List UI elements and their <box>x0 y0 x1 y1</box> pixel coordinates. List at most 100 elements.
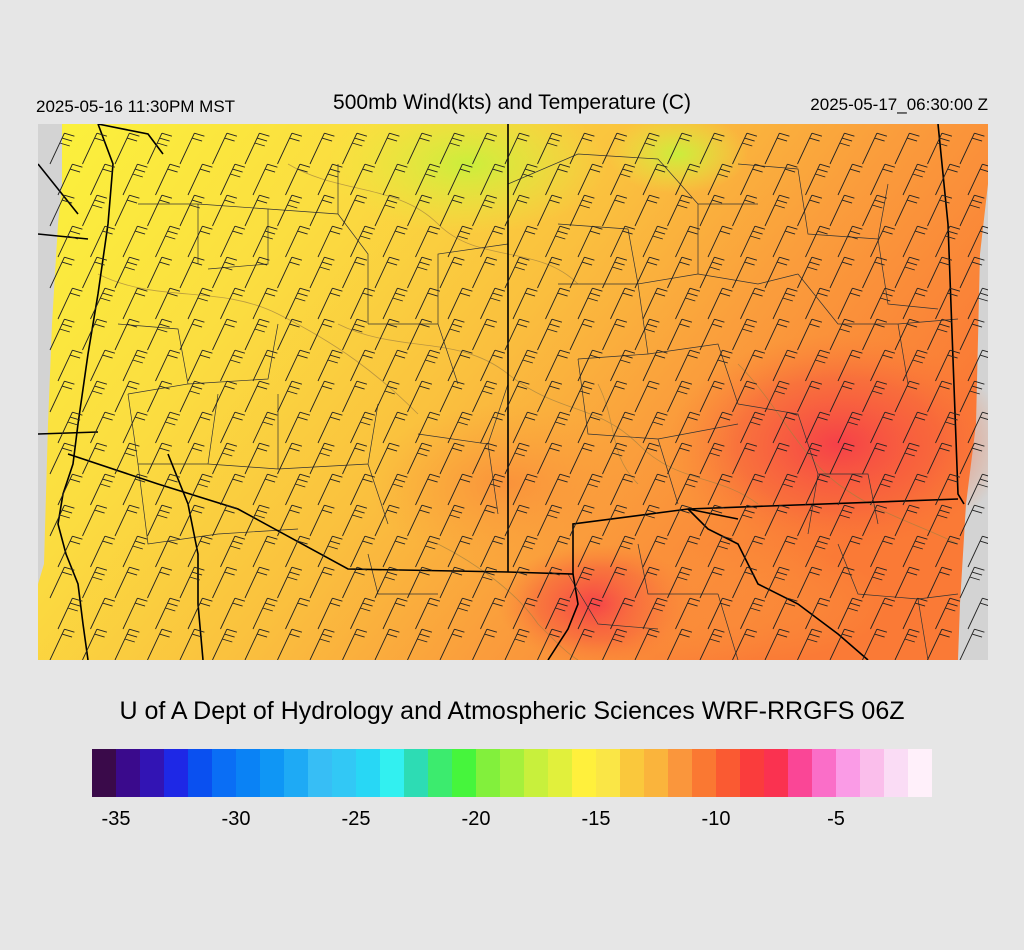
colorbar-swatch <box>596 749 620 797</box>
wind-barb <box>699 194 725 227</box>
wind-barb <box>837 349 863 382</box>
wind-barb <box>114 256 140 289</box>
wind-barb <box>927 132 953 165</box>
wind-barb <box>350 535 376 568</box>
wind-barb <box>407 194 433 227</box>
wind-barb <box>699 504 725 537</box>
wind-barb <box>114 504 140 537</box>
wind-barb <box>480 225 506 258</box>
wind-barb <box>935 225 961 258</box>
wind-barb <box>374 318 400 351</box>
wind-barb <box>537 380 563 413</box>
wind-barb <box>837 411 863 444</box>
wind-barb <box>155 349 181 382</box>
wind-barb <box>602 194 628 227</box>
wind-barb <box>122 163 148 196</box>
wind-barb <box>49 194 75 227</box>
wind-barb <box>959 318 985 351</box>
wind-barb <box>545 597 571 630</box>
wind-barb <box>179 566 205 599</box>
wind-barb <box>407 504 433 537</box>
warm-pocket <box>588 544 888 660</box>
wind-barb <box>57 597 83 630</box>
wind-barb <box>439 628 465 660</box>
wind-barb <box>415 287 441 320</box>
wind-barb <box>642 597 668 630</box>
wind-barb <box>569 318 595 351</box>
wind-barb <box>447 535 473 568</box>
wind-barb <box>309 566 335 599</box>
wind-barb <box>277 566 303 599</box>
wind-barb <box>472 132 498 165</box>
wind-barb <box>805 535 831 568</box>
wind-barb <box>675 411 701 444</box>
wind-barb <box>244 318 270 351</box>
wind-barb <box>342 504 368 537</box>
wind-barb <box>212 132 238 165</box>
wind-barb <box>602 318 628 351</box>
wind-barb <box>634 628 660 660</box>
wind-barb <box>870 473 896 506</box>
wind-barb <box>147 318 173 351</box>
wind-barb <box>382 287 408 320</box>
wind-barb <box>634 318 660 351</box>
wind-barb <box>147 566 173 599</box>
wind-barb <box>252 349 278 382</box>
wind-barb <box>252 473 278 506</box>
wind-barb <box>512 473 538 506</box>
wind-barb <box>504 442 530 475</box>
map-title: 500mb Wind(kts) and Temperature (C) <box>333 91 691 114</box>
wind-barb <box>764 256 790 289</box>
wind-barb <box>57 225 83 258</box>
wind-barb <box>927 318 953 351</box>
wind-barb <box>732 256 758 289</box>
wind-barb <box>57 535 83 568</box>
wind-barb <box>472 504 498 537</box>
wind-barb <box>862 132 888 165</box>
wind-barb <box>602 504 628 537</box>
wind-barb <box>935 597 961 630</box>
credit-line: U of A Dept of Hydrology and Atmospheric… <box>119 697 905 725</box>
wind-barb <box>285 535 311 568</box>
wind-barb <box>797 380 823 413</box>
wind-barb <box>772 411 798 444</box>
wind-barb <box>90 287 116 320</box>
wind-barb <box>740 287 766 320</box>
wind-barb <box>350 411 376 444</box>
wind-barb <box>569 194 595 227</box>
wind-barb <box>447 163 473 196</box>
wind-barb <box>902 535 928 568</box>
wind-barb <box>764 442 790 475</box>
colorbar-swatch <box>788 749 812 797</box>
wind-barb <box>959 194 985 227</box>
wind-barb <box>577 535 603 568</box>
wind-barb <box>537 504 563 537</box>
wind-barb <box>155 225 181 258</box>
wind-barb <box>837 225 863 258</box>
colorbar-swatch <box>116 749 140 797</box>
wind-barb <box>642 287 668 320</box>
wind-barb <box>480 163 506 196</box>
wind-barb <box>634 442 660 475</box>
wind-barb <box>147 380 173 413</box>
wind-barb <box>894 318 920 351</box>
wind-barb <box>805 597 831 630</box>
wind-barb <box>415 535 441 568</box>
wind-barb <box>82 442 108 475</box>
wind-barb <box>407 132 433 165</box>
state-boundaries <box>38 124 965 660</box>
temperature-colorbar <box>92 749 932 797</box>
wind-barb <box>959 132 985 165</box>
colorbar-swatch <box>404 749 428 797</box>
colorbar-swatch <box>524 749 548 797</box>
wind-barb <box>407 566 433 599</box>
wind-barb <box>277 194 303 227</box>
wind-barb <box>90 225 116 258</box>
wind-barb <box>179 194 205 227</box>
wind-barb <box>480 349 506 382</box>
wind-barb <box>187 287 213 320</box>
colorbar-swatch <box>308 749 332 797</box>
wind-barb <box>732 628 758 660</box>
wind-barb <box>155 535 181 568</box>
wind-barb <box>862 256 888 289</box>
